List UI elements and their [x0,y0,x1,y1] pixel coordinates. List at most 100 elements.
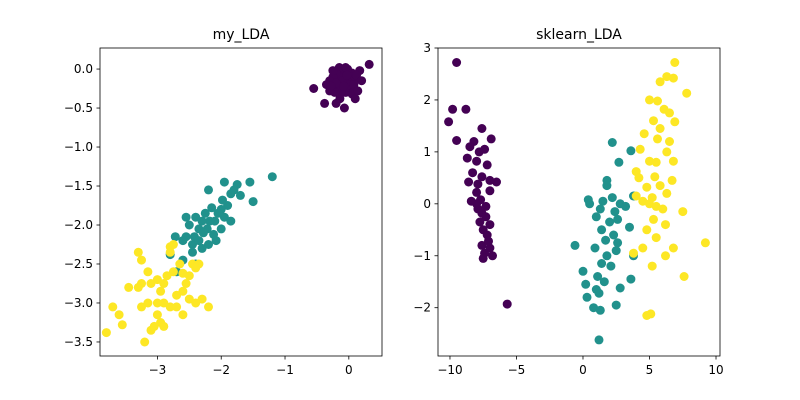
data-point [478,253,488,263]
y-tick-label: −0.5 [64,101,93,115]
data-point [610,207,620,217]
data-point [162,271,172,281]
data-point [204,302,213,312]
data-point [670,117,680,127]
data-point [665,108,674,118]
data-point [595,204,605,214]
data-point [485,220,495,230]
data-point [218,195,227,205]
data-point [146,279,156,288]
data-point [320,98,330,108]
data-point [101,328,111,338]
data-point [444,117,454,127]
data-point [342,70,352,80]
data-point [191,212,201,222]
data-point [335,94,345,104]
data-point [581,279,591,289]
data-point [481,201,491,211]
data-point [198,228,208,238]
data-point [486,134,496,144]
data-point [625,222,634,232]
data-point [146,325,156,335]
data-point [178,236,188,246]
scatter-points [101,59,374,347]
data-point [205,216,215,226]
x-tick-label: −10 [437,363,462,377]
data-point [605,217,615,227]
data-point [464,177,474,187]
data-point [465,142,475,152]
data-point [607,193,617,203]
data-point [655,124,665,133]
y-axis-ticks: 3 2 1 0 −1 −2 [413,41,438,315]
data-point [655,77,665,87]
y-tick-label: −1.5 [64,179,93,193]
x-tick-label: −3 [149,363,167,377]
data-point [133,282,143,292]
data-point [585,199,595,209]
data-point [611,300,621,310]
data-point [481,212,491,222]
data-point [466,196,476,206]
data-point [649,116,658,126]
y-tick-label: 0 [423,197,431,211]
data-point [639,129,649,139]
data-point [245,177,255,187]
data-point [649,214,658,224]
axes-frame [437,47,721,357]
data-point [613,214,623,224]
data-point [631,191,641,201]
data-point [629,248,638,258]
data-point [645,95,654,105]
data-point [350,94,360,104]
data-point [178,310,188,320]
data-point [181,212,191,222]
data-point [165,247,175,257]
data-point [364,59,374,69]
x-tick-label: 5 [646,363,654,377]
data-point [267,172,277,182]
chart-my-lda: my_LDA −3 −2 −1 0 0.0 −0.5 −1.0 −1.5 −2.0 −2.5 −3… [64,27,383,377]
data-point [477,240,487,250]
data-point [477,124,487,133]
data-point [593,272,603,281]
data-point [601,235,611,245]
data-point [477,172,487,182]
data-point [653,96,662,106]
data-point [645,156,654,166]
data-point [200,208,210,218]
data-point [140,337,150,347]
data-point [339,81,349,91]
data-point [642,225,652,235]
x-tick-label: 10 [708,363,723,377]
data-point [213,208,223,218]
data-point [226,189,236,199]
data-point [137,255,146,265]
data-point [626,146,636,156]
data-point [462,153,472,163]
data-point [662,188,672,198]
data-point [653,134,662,144]
y-tick-label: −3.5 [64,335,93,349]
x-axis-ticks: −3 −2 −1 0 [149,356,353,377]
data-point [642,311,652,320]
data-point [615,283,625,293]
data-point [219,177,229,187]
data-point [613,238,623,248]
data-point [578,266,588,276]
y-tick-label: 0.0 [74,62,93,76]
data-point [621,201,631,211]
data-point [468,168,478,178]
data-point [474,147,484,157]
data-point [461,104,471,114]
data-point [472,187,482,197]
data-point [226,216,236,226]
data-point [159,321,169,331]
data-point [156,286,166,296]
data-point [172,290,182,300]
data-point [658,204,668,214]
data-point [472,156,482,166]
data-point [482,160,492,170]
data-point [124,282,134,292]
